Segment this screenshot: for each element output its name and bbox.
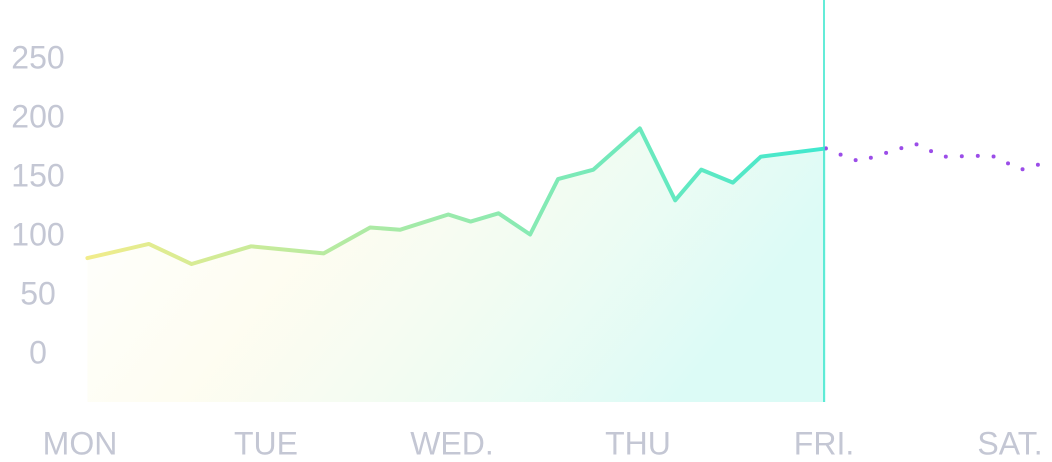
y-tick-label: 250 — [11, 39, 64, 75]
x-tick-label: SAT. — [977, 425, 1042, 461]
y-tick-label: 100 — [11, 216, 64, 252]
y-tick-label: 50 — [20, 275, 56, 311]
y-tick-label: 0 — [29, 334, 47, 370]
x-tick-label: THU — [605, 425, 671, 461]
x-tick-label: FRI. — [794, 425, 854, 461]
line — [85, 126, 828, 267]
area — [87, 128, 826, 402]
x-tick-label: MON — [43, 425, 118, 461]
line — [823, 141, 1048, 172]
x-tick-label: TUE — [234, 425, 298, 461]
y-tick-label: 150 — [11, 157, 64, 193]
y-tick-label: 200 — [11, 98, 64, 134]
x-tick-label: WED. — [410, 425, 494, 461]
